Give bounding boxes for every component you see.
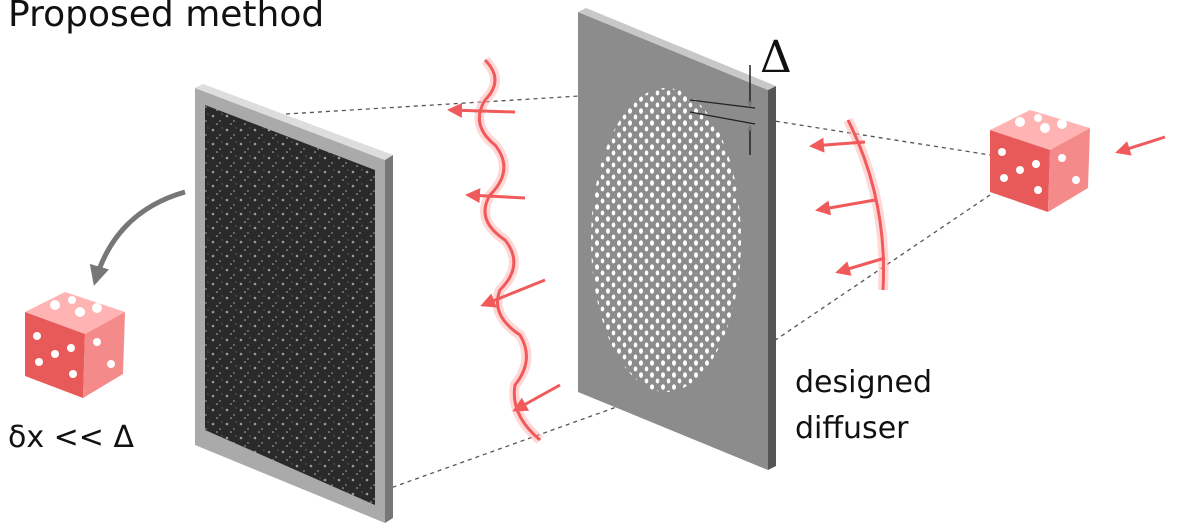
reconstructed-die [25, 292, 125, 398]
scattered-wave [447, 56, 561, 444]
diffuser [578, 8, 776, 470]
delta-label: Δ [760, 32, 792, 83]
sensor-panel [195, 84, 393, 523]
diffuser-label: designed [795, 365, 932, 400]
title: Proposed method [8, 0, 324, 35]
resolution-label: δx << Δ [8, 420, 134, 455]
ray-lines [269, 95, 991, 491]
diffuser-label: diffuser [795, 411, 909, 446]
object-die [990, 110, 1090, 212]
incident-wave [809, 117, 1166, 291]
reconstruction-arrow [89, 189, 186, 286]
